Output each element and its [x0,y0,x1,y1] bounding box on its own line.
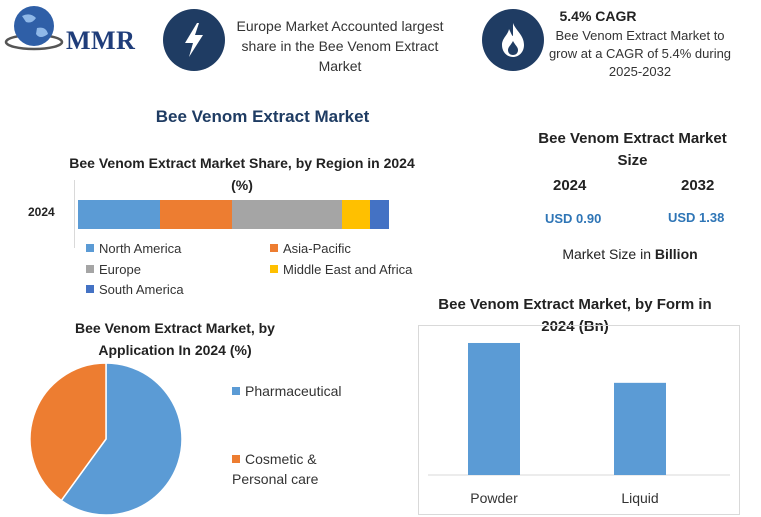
mmr-logo [4,6,64,51]
legend-swatch [86,244,94,252]
size-value-2024: USD 0.90 [545,211,602,226]
size-value-2032: USD 1.38 [668,210,725,225]
region-stacked-bar [78,200,389,229]
form-chart-title: Bee Venom Extract Market, by Form in 202… [438,296,712,335]
size-year-2032: 2032 [681,177,715,194]
form-bar-chart: Powder Liquid [418,325,740,515]
pie-slice-cosmetic-personal-care [29,362,107,502]
pie-slice-pharmaceutical [60,362,183,516]
legend-swatch [270,265,278,273]
region-bar-segment-north-america [78,200,161,229]
region-bar-segment-south-america [370,200,389,229]
pie-legend-cosmetic: Cosmetic & Personal care [232,451,319,487]
form-bar-powder [468,342,520,475]
form-chart-frame [418,325,740,515]
region-bar-segment-asia-pacific [160,200,232,229]
legend-item-north-america: North America [86,241,181,256]
region-bar-segment-europe [231,200,343,229]
cagr-text: Bee Venom Extract Market to grow at a CA… [548,28,732,79]
region-bar-segment-middle-east-and-africa [342,200,371,229]
region-category-label: 2024 [28,205,55,219]
legend-item-europe: Europe [86,262,141,277]
region-axis-line [74,180,75,248]
legend-swatch [232,387,240,395]
legend-swatch [86,265,94,273]
legend-item-south-america: South America [86,282,184,297]
logo-text: MMR [66,26,136,55]
badge-cagr [482,9,544,71]
market-size-title: Bee Venom Extract Market Size [538,130,727,169]
flame-icon [502,23,524,57]
application-chart-title: Bee Venom Extract Market, by Application… [75,320,275,358]
size-year-2024: 2024 [553,177,587,194]
pie-legend-pharmaceutical: Pharmaceutical [232,381,342,401]
globe-icon [14,6,54,46]
form-tick-label-liquid: Liquid [621,490,658,506]
application-pie-chart [29,362,183,516]
cagr-title: 5.4% CAGR [559,8,637,24]
legend-swatch [232,455,240,463]
form-bar-liquid [614,382,666,475]
legend-swatch [86,285,94,293]
form-tick-label-powder: Powder [470,490,518,506]
legend-swatch [270,244,278,252]
lightning-icon [185,23,203,57]
highlight-europe-text: Europe Market Accounted largest share in… [236,18,444,74]
badge-europe [163,9,225,71]
legend-item-asia-pacific: Asia-Pacific [270,241,351,256]
legend-item-mea: Middle East and Africa [270,262,412,277]
region-chart-title: Bee Venom Extract Market Share, by Regio… [69,155,415,193]
main-title: Bee Venom Extract Market [155,107,370,126]
market-size-unit-note: Market Size in Billion [562,246,698,262]
